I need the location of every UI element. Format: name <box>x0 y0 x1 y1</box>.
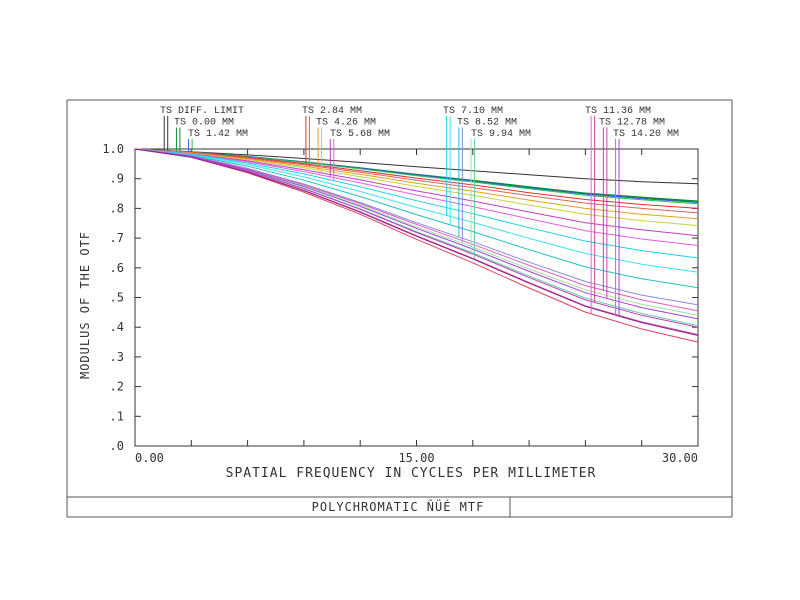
series-line-7 <box>134 148 699 214</box>
series-line-23 <box>134 148 699 336</box>
y-tick-label: .3 <box>110 350 124 364</box>
y-tick-label: .7 <box>110 231 124 245</box>
x-tick-label: 0.00 <box>135 451 164 465</box>
series-line-20 <box>134 148 699 328</box>
y-axis-label: MODULUS OF THE OTF <box>78 231 92 379</box>
legend-label: TS 2.84 MM <box>302 106 362 117</box>
x-tick-label: 30.00 <box>662 451 698 465</box>
series-line-10 <box>134 148 699 237</box>
series-layer <box>134 148 699 343</box>
legend-label: TS 8.52 MM <box>457 118 517 129</box>
series-line-11 <box>134 148 699 246</box>
y-tick-label: 1.0 <box>102 142 124 156</box>
y-tick-label: .5 <box>110 291 124 305</box>
legend-label: TS 7.10 MM <box>443 106 503 117</box>
outer-frame <box>66 99 733 518</box>
series-line-18 <box>134 148 699 336</box>
series-line-22 <box>134 148 699 320</box>
legend-label: TS 9.94 MM <box>471 129 531 140</box>
chart-footer-title: POLYCHROMATIC ÑÜÉ MTF <box>312 498 485 514</box>
series-line-9 <box>134 148 699 227</box>
legend-label: TS 12.78 MM <box>599 118 665 129</box>
y-tick-label: .2 <box>110 380 124 394</box>
legend-label: TS 0.00 MM <box>174 118 234 129</box>
series-line-21 <box>134 148 699 312</box>
legend-label: TS DIFF. LIMIT <box>160 106 244 117</box>
x-axis-label: SPATIAL FREQUENCY IN CYCLES PER MILLIMET… <box>226 466 597 481</box>
x-tick-label: 15.00 <box>398 451 434 465</box>
y-tick-label: .8 <box>110 201 124 215</box>
series-line-6 <box>134 148 699 209</box>
legend-label: TS 11.36 MM <box>585 106 651 117</box>
legend-label: TS 4.26 MM <box>316 118 376 129</box>
y-tick-label: .6 <box>110 261 124 275</box>
legend-label: TS 14.20 MM <box>613 129 679 140</box>
legend-label: TS 5.68 MM <box>330 129 390 140</box>
y-tick-label: .1 <box>110 409 124 423</box>
y-tick-label: .9 <box>110 172 124 186</box>
series-line-14 <box>134 148 699 289</box>
series-line-12 <box>134 148 699 259</box>
y-tick-label: .4 <box>110 320 124 334</box>
x-tick-labels: 0.00 15.00 30.00 <box>135 451 698 465</box>
legend-label: TS 1.42 MM <box>188 129 248 140</box>
y-tick-label: .0 <box>110 439 124 453</box>
y-tick-labels: .0 .1 .2 .3 .4 .5 .6 .7 .8 .9 1.0 <box>102 142 124 453</box>
series-line-1 <box>134 148 699 185</box>
series-line-13 <box>134 148 699 273</box>
